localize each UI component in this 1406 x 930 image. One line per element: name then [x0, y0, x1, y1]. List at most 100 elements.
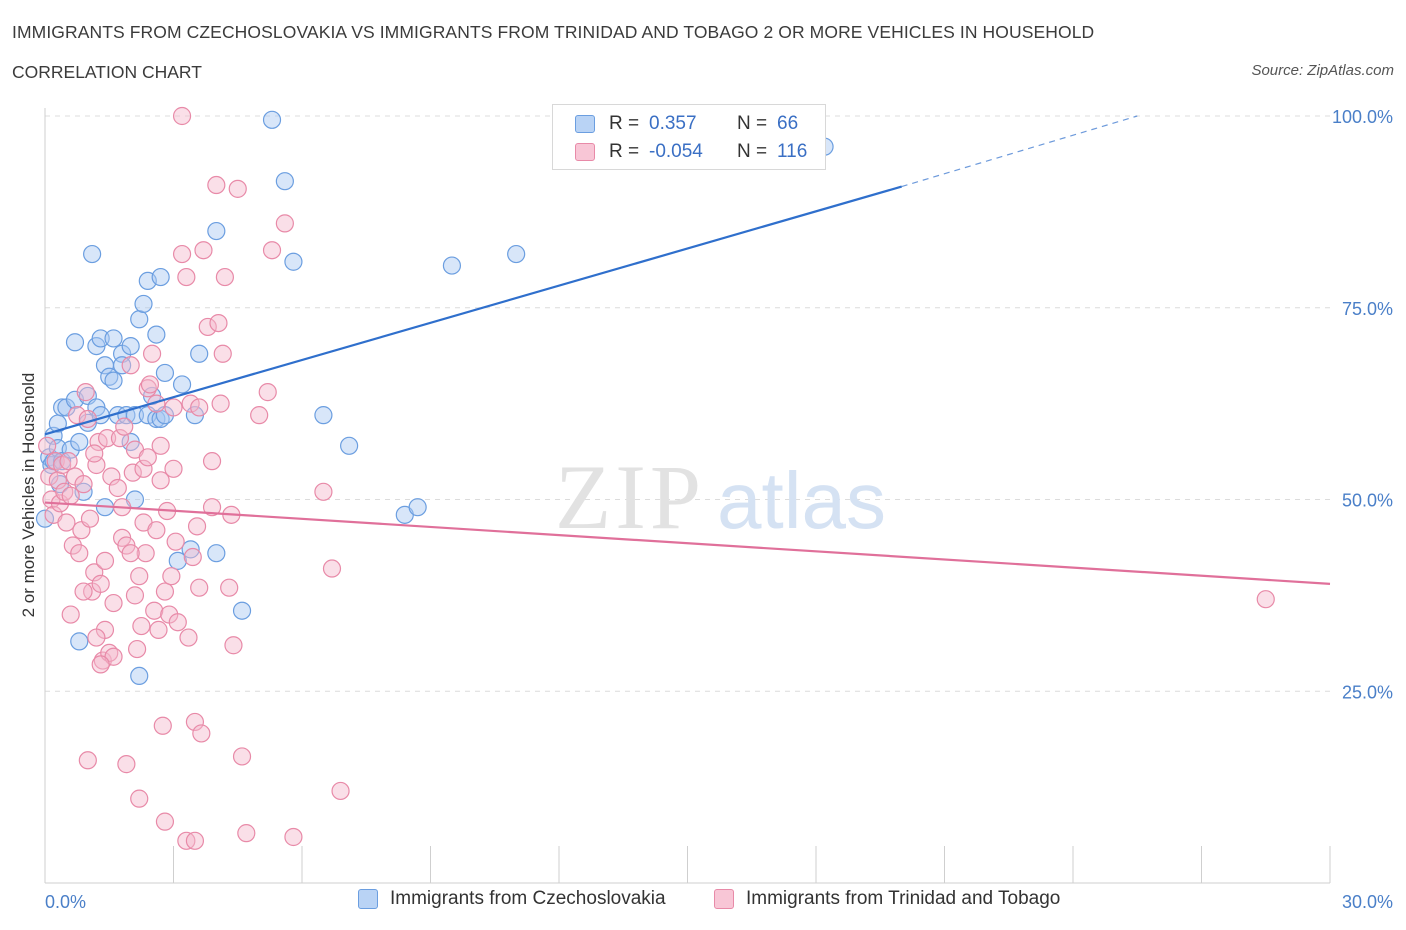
source-label: Source: ZipAtlas.com	[1251, 62, 1394, 79]
data-point	[168, 551, 187, 570]
data-point	[91, 329, 110, 348]
data-point	[408, 498, 427, 517]
legend-item-trinidad[interactable]: Immigrants from Trinidad and Tobago	[714, 888, 1060, 910]
x-tick-labels: 0.0% 30.0%	[45, 892, 1393, 912]
data-point	[250, 406, 269, 425]
data-point	[85, 444, 104, 463]
data-point	[262, 241, 282, 260]
data-point	[179, 628, 198, 647]
trend-line-pink	[44, 501, 1331, 585]
data-point	[78, 409, 97, 429]
data-point	[134, 459, 153, 478]
pink-swatch-icon	[714, 889, 734, 909]
data-point	[172, 375, 192, 394]
legend-item-czechoslovakia[interactable]: Immigrants from Czechoslovakia	[358, 888, 666, 910]
trend-line-extension-blue	[901, 115, 1138, 188]
r-value: -0.054	[649, 141, 703, 162]
trend-lines	[44, 115, 1331, 585]
data-point	[123, 463, 142, 482]
data-point	[215, 267, 234, 287]
data-point	[74, 582, 93, 601]
data-point	[172, 106, 192, 126]
data-point	[284, 252, 303, 271]
data-point	[125, 406, 145, 425]
data-point	[89, 432, 108, 452]
data-point	[172, 244, 192, 264]
y-tick-label: 100.0%	[1332, 107, 1393, 127]
data-point	[153, 716, 172, 735]
data-point	[57, 513, 76, 532]
data-point	[322, 559, 342, 578]
stats-row-czechoslovakia: R = 0.357 N = 66	[575, 111, 798, 137]
r-label: R =	[609, 113, 640, 134]
data-point	[149, 620, 168, 639]
x-tick-label: 0.0%	[45, 892, 86, 912]
data-point	[35, 509, 55, 528]
data-point	[258, 383, 277, 402]
data-point	[1256, 590, 1275, 609]
data-point	[314, 482, 333, 501]
data-point	[104, 593, 123, 613]
data-point	[209, 313, 228, 333]
data-point	[134, 294, 153, 314]
data-point	[76, 383, 95, 402]
data-point	[59, 452, 78, 471]
data-point	[108, 478, 127, 498]
n-value: 66	[777, 113, 799, 134]
legend-label: Immigrants from Trinidad and Tobago	[746, 888, 1061, 909]
data-point	[507, 244, 526, 264]
data-point	[164, 398, 183, 417]
data-point	[155, 363, 175, 383]
data-point	[190, 398, 209, 417]
data-point	[87, 628, 106, 647]
y-tick-label: 25.0%	[1342, 682, 1393, 702]
data-point	[164, 459, 183, 478]
data-point	[147, 409, 166, 429]
y-axis-label: 2 or more Vehicles in Household	[19, 373, 38, 618]
data-point	[190, 578, 209, 597]
data-point	[104, 371, 123, 390]
data-point	[207, 175, 226, 195]
data-point	[83, 244, 102, 264]
data-point	[162, 567, 181, 586]
data-point	[194, 241, 213, 260]
data-point	[145, 601, 164, 620]
data-point	[78, 751, 97, 770]
data-point	[213, 344, 232, 363]
data-point	[142, 344, 162, 363]
data-point	[130, 666, 149, 686]
data-point	[202, 498, 222, 517]
data-point	[211, 394, 230, 413]
data-point	[68, 406, 87, 425]
stats-row-trinidad: R = -0.054 N = 116	[575, 139, 807, 165]
data-point	[190, 344, 209, 363]
data-point	[130, 789, 149, 808]
data-point	[168, 613, 187, 632]
data-point	[442, 256, 462, 275]
data-point	[91, 574, 110, 593]
trend-line-blue	[44, 185, 902, 436]
y-tick-label: 50.0%	[1342, 491, 1393, 511]
data-point	[232, 601, 252, 620]
data-point	[115, 417, 134, 436]
data-point	[262, 110, 282, 129]
blue-swatch-icon	[358, 889, 378, 909]
data-point	[237, 824, 256, 843]
axes	[44, 108, 1331, 884]
data-point	[104, 329, 123, 348]
n-label: N =	[737, 113, 768, 134]
data-point	[177, 267, 196, 287]
data-point	[228, 179, 247, 198]
data-point	[110, 429, 130, 448]
n-label: N =	[737, 141, 768, 162]
data-point	[185, 712, 205, 732]
data-point	[117, 755, 136, 774]
data-point	[275, 172, 294, 191]
data-point	[74, 475, 93, 494]
data-point	[136, 544, 155, 563]
series-czechoslovakia-points	[35, 110, 834, 686]
chart-subtitle: CORRELATION CHART	[12, 62, 202, 82]
x-tick-label: 30.0%	[1342, 892, 1393, 912]
data-point	[185, 831, 205, 850]
